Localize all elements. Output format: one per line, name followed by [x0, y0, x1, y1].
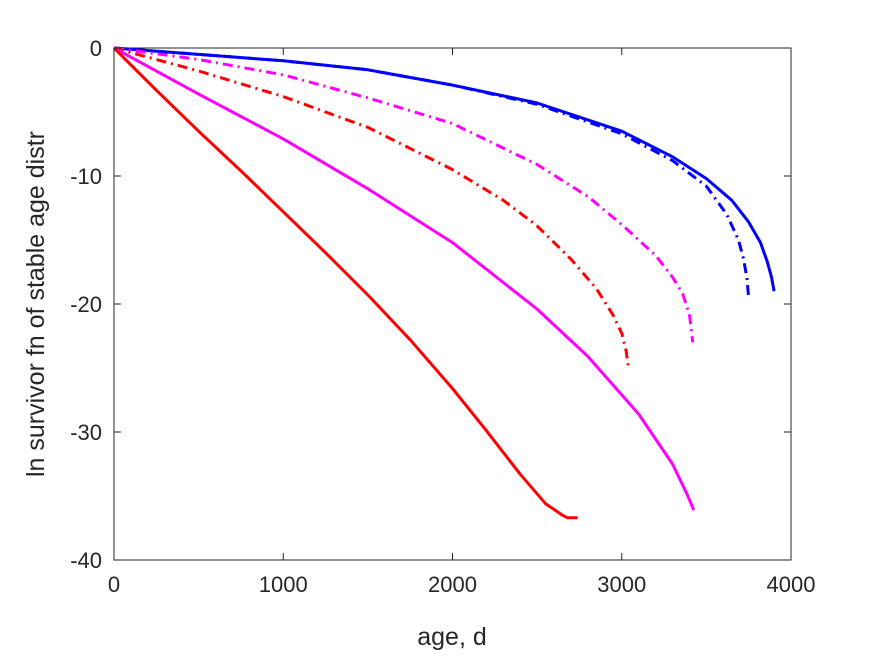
x-tick-label: 4000	[767, 572, 816, 597]
y-tick-label: -20	[70, 292, 102, 317]
y-axis-label: ln survivor fn of stable age distr	[22, 131, 50, 477]
x-tick-label: 3000	[597, 572, 646, 597]
x-tick-label: 2000	[428, 572, 477, 597]
x-axis-label: age, d	[417, 623, 487, 651]
y-tick-label: 0	[90, 36, 102, 61]
y-tick-label: -40	[70, 548, 102, 573]
x-tick-label: 0	[108, 572, 120, 597]
plot-area	[114, 48, 791, 560]
y-tick-label: -30	[70, 420, 102, 445]
y-tick-label: -10	[70, 164, 102, 189]
x-tick-label: 1000	[259, 572, 308, 597]
